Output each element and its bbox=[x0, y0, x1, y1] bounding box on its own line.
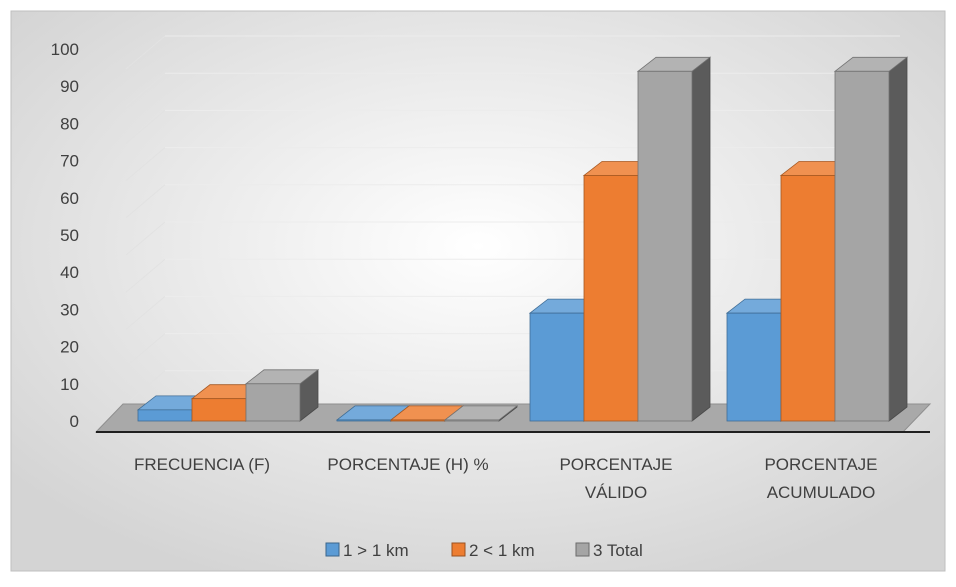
legend-swatch bbox=[325, 542, 340, 557]
y-tick-label: 40 bbox=[60, 263, 79, 282]
x-tick-label: FRECUENCIA (F) bbox=[134, 455, 270, 474]
gridline-slope bbox=[125, 258, 166, 293]
y-tick-label: 60 bbox=[60, 189, 79, 208]
y-tick-label: 20 bbox=[60, 338, 79, 357]
x-tick-label: PORCENTAJE ACUMULADO bbox=[764, 455, 877, 502]
gridline-slope bbox=[125, 370, 166, 405]
gridline-slope bbox=[125, 35, 166, 70]
legend-item: 3 Total bbox=[575, 541, 643, 560]
x-tick-label: PORCENTAJE (H) % bbox=[327, 455, 488, 474]
legend: 1 > 1 km 2 < 1 km 3 Total bbox=[325, 541, 643, 560]
legend-swatch bbox=[451, 542, 466, 557]
bar-3-2 bbox=[443, 405, 519, 422]
y-tick-label: 0 bbox=[70, 412, 79, 431]
x-axis: FRECUENCIA (F) PORCENTAJE (H) % PORCENTAJE… bbox=[134, 455, 878, 502]
gridline-slope bbox=[125, 221, 166, 256]
legend-swatch bbox=[575, 542, 590, 557]
bars bbox=[136, 56, 909, 422]
legend-label: 1 > 1 km bbox=[343, 541, 409, 560]
y-tick-label: 90 bbox=[60, 77, 79, 96]
y-tick-label: 10 bbox=[60, 375, 79, 394]
y-tick-label: 80 bbox=[60, 114, 79, 133]
bar-3-1 bbox=[244, 368, 320, 422]
gridline-slope bbox=[125, 184, 166, 219]
bar-3-3 bbox=[636, 56, 712, 422]
y-tick-label: 70 bbox=[60, 152, 79, 171]
legend-item: 1 > 1 km bbox=[325, 541, 409, 560]
y-tick-label: 50 bbox=[60, 226, 79, 245]
gridline-slope bbox=[125, 110, 166, 144]
y-axis: 0 10 20 30 40 50 60 70 80 90 100 bbox=[51, 40, 79, 431]
y-tick-label: 30 bbox=[60, 300, 79, 319]
legend-label: 3 Total bbox=[593, 541, 643, 560]
gridline-slope bbox=[125, 72, 166, 107]
gridline-slope bbox=[125, 296, 166, 330]
y-tick-label: 100 bbox=[51, 40, 79, 59]
x-tick-label: PORCENTAJE VÁLIDO bbox=[559, 455, 672, 502]
bar-3-4 bbox=[833, 56, 909, 422]
gridline-slope bbox=[125, 147, 166, 181]
legend-label: 2 < 1 km bbox=[469, 541, 535, 560]
legend-item: 2 < 1 km bbox=[451, 541, 535, 560]
gridline-slope bbox=[125, 333, 166, 367]
